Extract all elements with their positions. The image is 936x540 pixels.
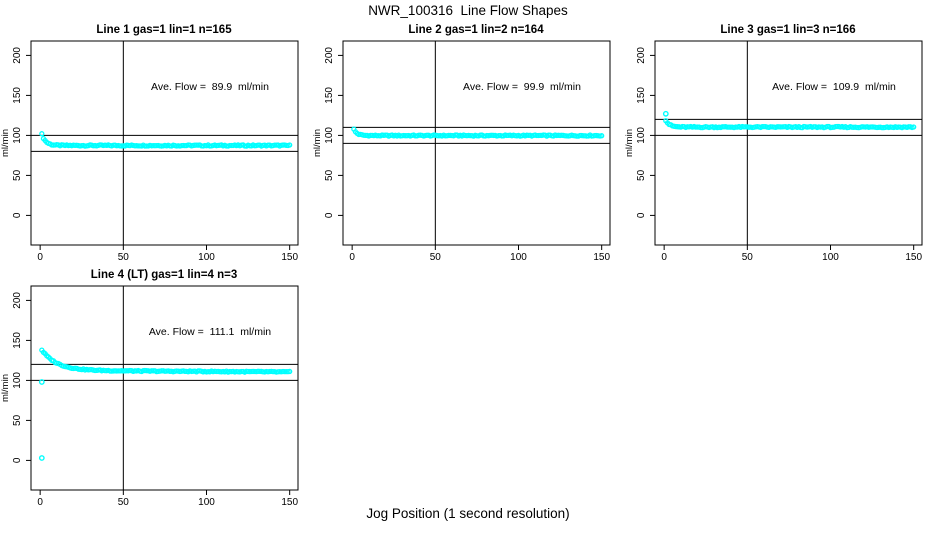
y-tick-label: 150 [636, 87, 647, 104]
y-tick-label: 100 [12, 127, 23, 144]
x-tick-label: 0 [37, 497, 43, 508]
panel-line-1-plot: Line 1 gas=1 lin=1 n=165 ml/min Ave. Flo… [0, 24, 299, 263]
panel-4-y-axis-label: ml/min [0, 374, 11, 402]
x-tick-label: 50 [430, 252, 442, 263]
panel-4-title: Line 4 (LT) gas=1 lin=4 n=3 [91, 269, 237, 281]
x-tick-label: 150 [593, 252, 610, 263]
y-tick-label: 100 [12, 372, 23, 389]
panel-2-plot-area: 0 50 100 150 0 50 100 150 200 [324, 40, 611, 263]
x-tick-label: 150 [905, 252, 922, 263]
y-tick-label: 50 [12, 414, 23, 426]
panel-line-2-plot: Line 2 gas=1 lin=2 n=164 ml/min Ave. Flo… [312, 24, 611, 263]
panel-2-title: Line 2 gas=1 lin=2 n=164 [408, 24, 544, 36]
flow-point [287, 142, 293, 148]
flow-point [911, 124, 917, 130]
flow-data-points [38, 347, 293, 461]
x-tick-label: 100 [198, 497, 215, 508]
y-tick-label: 150 [12, 87, 23, 104]
panel-line-1: Line 1 gas=1 lin=1 n=165 ml/min Ave. Flo… [0, 18, 312, 264]
plot-box [654, 40, 923, 246]
x-tick-label: 0 [349, 252, 355, 263]
chart-main-title: NWR_100316 Line Flow Shapes [368, 3, 568, 18]
panel-2-y-axis-label: ml/min [312, 129, 323, 157]
panel-3-plot-area: 0 50 100 150 0 50 100 150 200 [636, 40, 923, 263]
y-tick-label: 0 [324, 212, 335, 218]
x-tick-label: 100 [822, 252, 839, 263]
plot-box [342, 40, 611, 246]
panel-line-3: Line 3 gas=1 lin=3 n=166 ml/min Ave. Flo… [624, 18, 936, 264]
panel-1-title: Line 1 gas=1 lin=1 n=165 [96, 24, 232, 36]
panel-1-ave-flow-annotation: Ave. Flow = 89.9 ml/min [151, 81, 269, 93]
x-tick-label: 100 [198, 252, 215, 263]
flow-point [599, 133, 605, 139]
y-tick-label: 0 [12, 457, 23, 463]
y-tick-label: 50 [636, 169, 647, 181]
y-tick-label: 200 [636, 47, 647, 64]
x-tick-label: 150 [281, 252, 298, 263]
panel-line-4: Line 4 (LT) gas=1 lin=4 n=3 ml/min Ave. … [0, 263, 312, 509]
y-tick-label: 0 [636, 212, 647, 218]
flow-point [39, 131, 45, 137]
shared-x-axis-label: Jog Position (1 second resolution) [366, 506, 570, 521]
y-tick-label: 200 [12, 292, 23, 309]
y-tick-label: 50 [324, 169, 335, 181]
flow-data-points [39, 131, 293, 149]
y-tick-label: 50 [12, 169, 23, 181]
flow-point [287, 368, 293, 375]
panel-3-y-axis-label: ml/min [624, 129, 635, 157]
panel-4-ave-flow-annotation: Ave. Flow = 111.1 ml/min [149, 326, 271, 338]
panel-line-4-plot: Line 4 (LT) gas=1 lin=4 n=3 ml/min Ave. … [0, 269, 299, 508]
y-tick-label: 200 [12, 47, 23, 64]
x-tick-label: 100 [510, 252, 527, 263]
panel-line-2: Line 2 gas=1 lin=2 n=164 ml/min Ave. Flo… [312, 18, 624, 264]
flow-outlier-point [38, 379, 45, 385]
x-tick-label: 0 [37, 252, 43, 263]
y-tick-label: 200 [324, 47, 335, 64]
flow-data-points [662, 110, 917, 131]
y-tick-label: 100 [636, 127, 647, 144]
panel-3-title: Line 3 gas=1 lin=3 n=166 [720, 24, 855, 36]
x-tick-label: 50 [118, 252, 130, 263]
panel-2-ave-flow-annotation: Ave. Flow = 99.9 ml/min [463, 81, 581, 93]
flow-data-points [351, 126, 605, 139]
x-tick-label: 150 [281, 497, 298, 508]
panel-1-plot-area: 0 50 100 150 0 50 100 150 200 [12, 40, 299, 263]
panel-3-ave-flow-annotation: Ave. Flow = 109.9 ml/min [772, 81, 896, 93]
panel-line-3-plot: Line 3 gas=1 lin=3 n=166 ml/min Ave. Flo… [624, 24, 923, 263]
y-tick-label: 100 [324, 127, 335, 144]
x-tick-label: 0 [661, 252, 667, 263]
x-tick-label: 50 [742, 252, 754, 263]
x-tick-label: 50 [118, 497, 130, 508]
flow-outlier-point [38, 455, 45, 461]
y-tick-label: 150 [12, 332, 23, 349]
y-tick-label: 150 [324, 87, 335, 104]
plot-box [30, 40, 299, 246]
panel-1-y-axis-label: ml/min [0, 129, 11, 157]
plot-box [30, 285, 299, 491]
y-tick-label: 0 [12, 212, 23, 218]
flow-outlier-point [662, 110, 669, 117]
panel-4-plot-area: 0 50 100 150 0 50 100 150 200 [12, 285, 299, 508]
